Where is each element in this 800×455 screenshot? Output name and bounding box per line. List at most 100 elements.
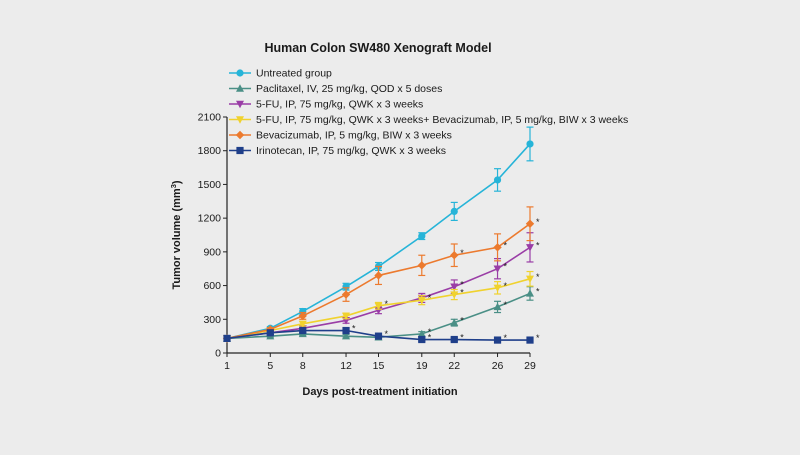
- x-axis-ticks: 1 5 8 12 15 19 22 26 29: [224, 353, 536, 372]
- data-point: [266, 329, 274, 337]
- legend-label: 5-FU, IP, 75 mg/kg, QWK x 3 weeks+ Bevac…: [256, 114, 628, 126]
- y-axis-ticks: 0 300 600 900 1200 1500 1800 2100: [198, 112, 227, 360]
- significance-star: *: [504, 333, 508, 343]
- x-tick-label: 8: [300, 360, 306, 372]
- series-line: [226, 246, 531, 340]
- data-point: [525, 219, 535, 228]
- data-point: [493, 302, 502, 311]
- legend: Untreated group Paclitaxel, IV, 25 mg/kg,…: [229, 68, 628, 157]
- x-tick-label: 1: [224, 360, 230, 372]
- significance-star: *: [428, 293, 432, 303]
- data-point: [298, 311, 307, 321]
- significance-star: *: [536, 333, 540, 343]
- data-point: [342, 312, 351, 321]
- legend-item: Bevacizumab, IP, 5 mg/kg, BIW x 3 weeks: [229, 130, 452, 142]
- y-tick-label: 1500: [198, 179, 222, 191]
- series-4: ***: [222, 206, 540, 343]
- data-point: [493, 243, 502, 252]
- legend-item: Paclitaxel, IV, 25 mg/kg, QOD x 5 doses: [229, 83, 442, 95]
- data-point: [342, 326, 350, 335]
- data-point: [526, 336, 534, 344]
- x-tick-label: 5: [267, 360, 273, 372]
- data-point: [417, 296, 426, 305]
- legend-item: 5-FU, IP, 75 mg/kg, QWK x 3 weeks: [229, 99, 423, 111]
- significance-star: *: [460, 280, 464, 290]
- data-point: [526, 140, 534, 148]
- significance-star: *: [428, 333, 432, 343]
- y-tick-label: 1800: [198, 145, 222, 157]
- data-point: [450, 207, 458, 215]
- data-point: [374, 332, 383, 340]
- legend-item: 5-FU, IP, 75 mg/kg, QWK x 3 weeks+ Bevac…: [229, 114, 628, 126]
- x-tick-label: 29: [524, 360, 536, 372]
- data-point: [342, 283, 350, 291]
- data-point: [299, 307, 307, 316]
- significance-star: *: [460, 333, 464, 343]
- series-layer: ***************** * * * *: [222, 126, 540, 344]
- y-axis-label-superscript: 3: [169, 184, 178, 188]
- legend-swatch-marker: [236, 69, 244, 77]
- y-tick-label: 300: [203, 314, 221, 326]
- significance-star: *: [428, 327, 432, 337]
- significance-star: *: [504, 300, 508, 310]
- series-5: ** * * * *: [223, 324, 540, 344]
- legend-label: 5-FU, IP, 75 mg/kg, QWK x 3 weeks: [256, 99, 423, 111]
- data-point: [223, 334, 231, 342]
- legend-swatch-marker: [235, 130, 245, 140]
- y-tick-label: 1200: [198, 213, 222, 225]
- legend-label: Irinotecan, IP, 75 mg/kg, QWK x 3 weeks: [256, 145, 446, 157]
- data-point: [342, 331, 351, 340]
- significance-star: *: [536, 217, 540, 227]
- legend-item: Irinotecan, IP, 75 mg/kg, QWK x 3 weeks: [229, 145, 446, 157]
- legend-label: Untreated group: [256, 68, 332, 80]
- y-axis-label-close: ): [171, 180, 183, 184]
- significance-star: *: [536, 286, 540, 296]
- legend-swatch-marker: [236, 100, 244, 109]
- data-point: [450, 251, 459, 260]
- significance-star: *: [352, 324, 356, 334]
- data-point: [526, 244, 534, 252]
- x-tick-label: 22: [448, 360, 460, 372]
- y-tick-label: 0: [215, 348, 221, 360]
- y-axis-label-main: Tumor volume (mm: [171, 188, 183, 289]
- significance-star: *: [536, 272, 540, 282]
- data-point: [417, 261, 426, 270]
- y-tick-label: 900: [203, 246, 221, 258]
- legend-label: Bevacizumab, IP, 5 mg/kg, BIW x 3 weeks: [256, 130, 452, 142]
- data-point: [450, 335, 458, 344]
- data-point: [417, 329, 426, 338]
- significance-star: *: [460, 316, 464, 326]
- legend-label: Paclitaxel, IV, 25 mg/kg, QOD x 5 doses: [256, 83, 442, 95]
- significance-star: *: [385, 329, 389, 339]
- data-point: [526, 275, 534, 284]
- x-tick-label: 12: [340, 360, 352, 372]
- data-point: [493, 265, 502, 273]
- x-axis-label: Days post-treatment initiation: [302, 386, 458, 398]
- data-point: [450, 283, 459, 291]
- data-point: [374, 271, 383, 280]
- x-tick-label: 19: [416, 360, 428, 372]
- data-point: [418, 335, 426, 344]
- x-tick-label: 26: [492, 360, 504, 372]
- legend-item: Untreated group: [229, 68, 332, 80]
- data-point: [418, 232, 426, 240]
- significance-star: *: [460, 248, 464, 258]
- y-tick-label: 600: [203, 280, 221, 292]
- significance-star: *: [504, 240, 508, 250]
- data-point: [341, 290, 351, 299]
- y-axis-label: Tumor volume (mm3): [169, 180, 183, 289]
- x-tick-label: 15: [373, 360, 385, 372]
- chart-title: Human Colon SW480 Xenograft Model: [264, 41, 491, 55]
- significance-star: *: [536, 240, 540, 250]
- data-point: [450, 291, 459, 299]
- data-point: [374, 302, 383, 310]
- significance-star: *: [385, 299, 389, 309]
- significance-star: *: [460, 288, 464, 298]
- data-point: [298, 320, 307, 328]
- data-point: [493, 336, 502, 344]
- data-point: [526, 289, 534, 297]
- data-point: [493, 284, 502, 293]
